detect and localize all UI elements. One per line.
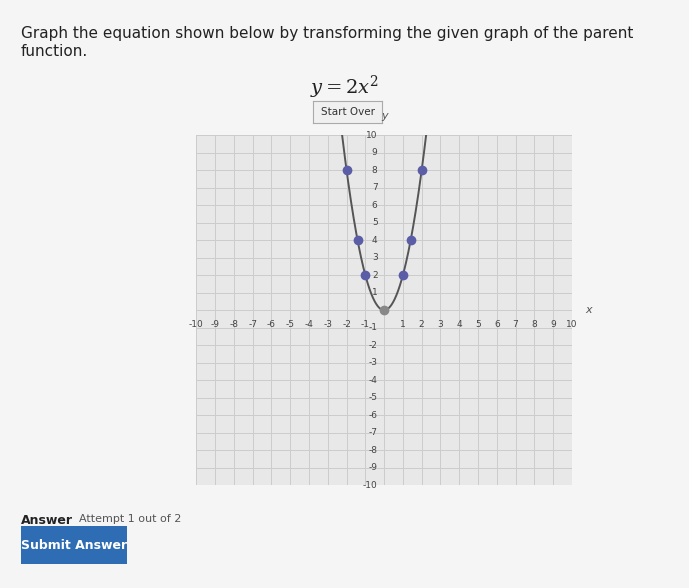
Text: -3: -3 [323, 320, 332, 329]
Text: Answer: Answer [21, 514, 72, 527]
Text: 1: 1 [400, 320, 406, 329]
Text: 6: 6 [372, 201, 378, 210]
Text: y: y [381, 111, 387, 121]
Text: -8: -8 [229, 320, 238, 329]
Text: 1: 1 [372, 288, 378, 297]
Text: 9: 9 [551, 320, 556, 329]
Text: -4: -4 [369, 376, 378, 385]
Text: 10: 10 [566, 320, 577, 329]
Text: 8: 8 [531, 320, 537, 329]
Text: 6: 6 [494, 320, 500, 329]
Text: -9: -9 [369, 463, 378, 472]
Text: -3: -3 [369, 358, 378, 367]
Text: 3: 3 [372, 253, 378, 262]
Text: 10: 10 [366, 131, 378, 140]
Text: -10: -10 [189, 320, 204, 329]
Text: -7: -7 [248, 320, 257, 329]
Text: -4: -4 [305, 320, 313, 329]
Text: -6: -6 [267, 320, 276, 329]
Text: 5: 5 [372, 218, 378, 227]
Text: 9: 9 [372, 148, 378, 157]
Text: -7: -7 [369, 428, 378, 437]
Text: 7: 7 [372, 183, 378, 192]
Text: -5: -5 [286, 320, 295, 329]
Text: 2: 2 [372, 270, 378, 280]
Text: Start Over: Start Over [321, 107, 375, 118]
Text: -1: -1 [361, 320, 370, 329]
Text: 3: 3 [438, 320, 443, 329]
Text: 4: 4 [456, 320, 462, 329]
Text: -6: -6 [369, 410, 378, 420]
Text: -2: -2 [369, 340, 378, 350]
Text: -9: -9 [211, 320, 220, 329]
Text: 8: 8 [372, 166, 378, 175]
Text: Graph the equation shown below by transforming the given graph of the parent fun: Graph the equation shown below by transf… [21, 26, 633, 59]
Text: -2: -2 [342, 320, 351, 329]
Text: -5: -5 [369, 393, 378, 402]
Text: $y = 2x^2$: $y = 2x^2$ [310, 74, 379, 101]
Text: 4: 4 [372, 236, 378, 245]
Text: 7: 7 [513, 320, 518, 329]
Text: -1: -1 [369, 323, 378, 332]
Text: 2: 2 [419, 320, 424, 329]
Text: -8: -8 [369, 446, 378, 455]
Text: Submit Answer: Submit Answer [21, 539, 127, 552]
Text: 5: 5 [475, 320, 481, 329]
Text: -10: -10 [363, 480, 378, 490]
Text: Attempt 1 out of 2: Attempt 1 out of 2 [79, 514, 182, 524]
Text: x: x [585, 305, 592, 315]
